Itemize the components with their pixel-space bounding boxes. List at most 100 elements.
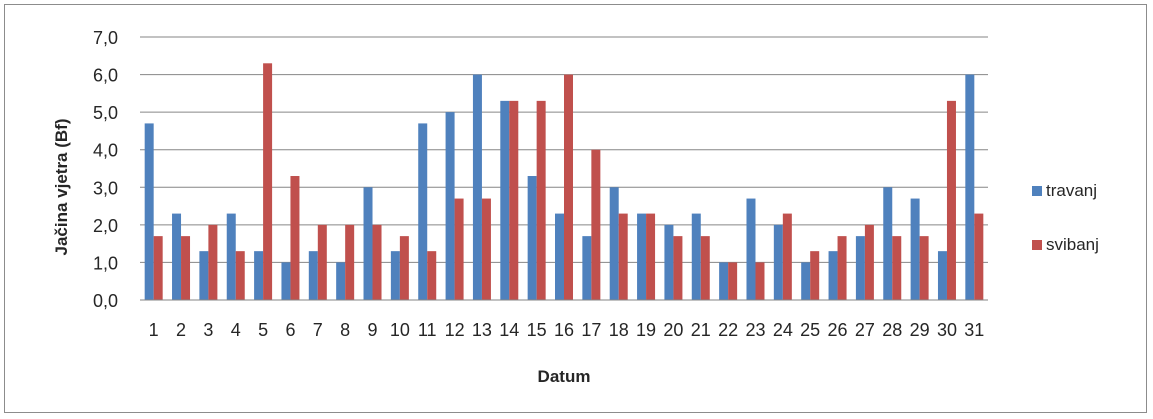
bar-travanj-18 bbox=[609, 187, 619, 300]
x-tick-label: 30 bbox=[937, 320, 957, 340]
x-tick-label: 12 bbox=[445, 320, 465, 340]
bar-travanj-21 bbox=[691, 213, 701, 300]
bar-travanj-23 bbox=[746, 198, 756, 300]
bar-travanj-3 bbox=[199, 251, 209, 300]
bar-travanj-24 bbox=[773, 224, 783, 300]
y-axis-title: Jačina vjetra (Bf) bbox=[52, 119, 71, 256]
bar-svibanj-23 bbox=[755, 262, 765, 300]
x-tick-label: 27 bbox=[855, 320, 875, 340]
y-tick-label: 3,0 bbox=[93, 178, 118, 198]
x-tick-label: 26 bbox=[828, 320, 848, 340]
bar-travanj-10 bbox=[390, 251, 400, 300]
bar-svibanj-31 bbox=[974, 213, 984, 300]
bar-travanj-16 bbox=[555, 213, 564, 300]
x-tick-label: 10 bbox=[390, 320, 410, 340]
x-tick-label: 21 bbox=[691, 320, 711, 340]
bar-svibanj-17 bbox=[591, 149, 601, 300]
x-tick-label: 1 bbox=[149, 320, 159, 340]
x-tick-label: 22 bbox=[718, 320, 738, 340]
bar-travanj-17 bbox=[582, 236, 592, 300]
x-tick-label: 23 bbox=[745, 320, 765, 340]
x-tick-label: 14 bbox=[499, 320, 519, 340]
bar-travanj-12 bbox=[445, 112, 455, 301]
bar-svibanj-20 bbox=[673, 236, 683, 300]
bar-travanj-20 bbox=[664, 224, 674, 300]
bar-svibanj-10 bbox=[399, 236, 409, 300]
bar-svibanj-24 bbox=[782, 213, 792, 300]
bar-svibanj-19 bbox=[646, 213, 656, 300]
x-tick-label: 2 bbox=[176, 320, 186, 340]
bar-svibanj-11 bbox=[427, 251, 437, 300]
bar-svibanj-29 bbox=[919, 236, 929, 300]
bar-travanj-8 bbox=[336, 262, 346, 300]
bar-svibanj-4 bbox=[235, 251, 245, 300]
bar-travanj-31 bbox=[965, 74, 975, 300]
bar-travanj-15 bbox=[527, 176, 537, 300]
legend-label-svibanj: svibanj bbox=[1046, 235, 1099, 254]
x-tick-label: 20 bbox=[663, 320, 683, 340]
x-tick-label: 29 bbox=[910, 320, 930, 340]
x-tick-label: 11 bbox=[418, 320, 437, 340]
bar-svibanj-30 bbox=[946, 100, 956, 300]
legend-label-travanj: travanj bbox=[1046, 181, 1097, 200]
legend-swatch-travanj bbox=[1032, 186, 1042, 196]
x-tick-label: 31 bbox=[964, 320, 984, 340]
y-tick-label: 0,0 bbox=[93, 291, 118, 311]
bar-svibanj-15 bbox=[536, 100, 546, 300]
x-tick-label: 24 bbox=[773, 320, 793, 340]
bar-travanj-6 bbox=[281, 262, 291, 300]
y-tick-label: 2,0 bbox=[93, 216, 118, 236]
y-tick-label: 6,0 bbox=[93, 66, 118, 86]
bar-svibanj-16 bbox=[564, 74, 573, 300]
y-tick-label: 4,0 bbox=[93, 141, 118, 161]
x-tick-label: 28 bbox=[882, 320, 902, 340]
x-tick-label: 18 bbox=[609, 320, 629, 340]
bar-travanj-22 bbox=[719, 262, 729, 300]
bar-svibanj-27 bbox=[864, 224, 874, 300]
bar-travanj-7 bbox=[308, 251, 318, 300]
bar-svibanj-14 bbox=[509, 100, 519, 300]
x-tick-label: 8 bbox=[340, 320, 350, 340]
x-tick-label: 6 bbox=[285, 320, 295, 340]
bar-svibanj-8 bbox=[345, 224, 355, 300]
bar-svibanj-21 bbox=[700, 236, 710, 300]
x-tick-label: 25 bbox=[800, 320, 820, 340]
bar-travanj-28 bbox=[883, 187, 893, 300]
x-tick-label: 5 bbox=[258, 320, 268, 340]
bars bbox=[144, 63, 984, 301]
bar-svibanj-1 bbox=[153, 236, 163, 300]
x-tick-label: 9 bbox=[368, 320, 378, 340]
bar-travanj-26 bbox=[828, 251, 838, 300]
bar-travanj-30 bbox=[937, 251, 947, 300]
bar-travanj-27 bbox=[855, 236, 865, 300]
bar-travanj-9 bbox=[363, 187, 373, 300]
y-tick-label: 5,0 bbox=[93, 103, 118, 123]
x-tick-label: 4 bbox=[231, 320, 241, 340]
legend: travanj svibanj bbox=[1032, 181, 1099, 254]
bar-travanj-5 bbox=[254, 251, 264, 300]
x-tick-labels: 1 2 3 4 5 6 7 8 9 10 11 12 13 14 15 16 17 18 19 20 21 22 23 24 2… bbox=[149, 320, 985, 340]
bar-travanj-2 bbox=[172, 213, 182, 300]
bar-travanj-25 bbox=[801, 262, 811, 300]
y-tick-label: 7,0 bbox=[93, 28, 118, 48]
bar-svibanj-26 bbox=[837, 236, 847, 300]
bar-travanj-1 bbox=[144, 123, 154, 301]
bar-travanj-14 bbox=[500, 100, 510, 300]
x-tick-label: 16 bbox=[554, 320, 574, 340]
y-tick-label: 1,0 bbox=[93, 253, 118, 273]
bar-svibanj-9 bbox=[372, 224, 382, 300]
x-tick-label: 3 bbox=[203, 320, 213, 340]
x-axis-title: Datum bbox=[538, 367, 591, 386]
bar-svibanj-12 bbox=[454, 198, 464, 300]
x-tick-label: 7 bbox=[313, 320, 323, 340]
x-tick-label: 13 bbox=[472, 320, 492, 340]
bar-svibanj-2 bbox=[181, 236, 191, 300]
y-tick-labels: 0,0 1,0 2,0 3,0 4,0 5,0 6,0 7,0 bbox=[93, 28, 118, 311]
bar-svibanj-25 bbox=[810, 251, 820, 300]
bar-travanj-11 bbox=[418, 123, 428, 301]
bar-svibanj-13 bbox=[481, 198, 491, 300]
legend-swatch-svibanj bbox=[1032, 240, 1042, 250]
bar-svibanj-28 bbox=[892, 236, 902, 300]
bar-svibanj-6 bbox=[290, 176, 300, 300]
